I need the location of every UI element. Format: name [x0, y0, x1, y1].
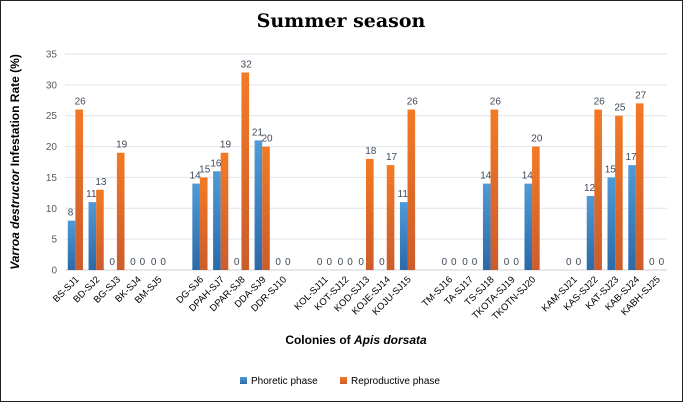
data-label: 0	[347, 257, 353, 268]
data-label: 0	[379, 257, 385, 268]
data-label: 19	[116, 140, 128, 151]
bar-reproductive	[366, 158, 374, 270]
bar-phoretic	[607, 177, 616, 270]
bar-reproductive	[116, 152, 125, 270]
data-label: 0	[451, 257, 457, 268]
data-label: 0	[234, 257, 240, 268]
data-label: 0	[441, 257, 447, 268]
data-label: 16	[210, 158, 222, 169]
chart-title: Summer season	[257, 10, 426, 32]
bar-phoretic	[586, 195, 595, 270]
data-label: 26	[407, 97, 419, 108]
bar-reproductive	[532, 146, 540, 270]
data-label: 0	[649, 257, 655, 268]
data-label: 0	[160, 257, 166, 268]
y-tick-label: 5	[51, 235, 57, 246]
data-label: 19	[220, 140, 232, 151]
data-label: 17	[386, 152, 398, 163]
bar-reproductive	[594, 109, 602, 271]
bar-phoretic	[254, 140, 263, 270]
bar-reproductive	[635, 103, 644, 270]
data-label: 15	[605, 164, 617, 175]
bar-reproductive	[241, 72, 250, 270]
y-tick-label: 20	[46, 142, 58, 153]
data-label: 25	[614, 103, 626, 114]
data-label: 11	[86, 189, 97, 200]
data-label: 11	[398, 189, 409, 200]
data-label: 14	[480, 171, 492, 182]
bar-reproductive	[96, 189, 104, 270]
data-label: 14	[522, 171, 534, 182]
data-label: 0	[275, 257, 281, 268]
bar-reproductive	[615, 115, 623, 270]
data-label: 21	[252, 127, 264, 138]
data-label: 0	[513, 257, 519, 268]
data-label: 20	[531, 134, 543, 145]
bar-phoretic	[482, 183, 491, 270]
legend-label-reproductive: Reproductive phase	[351, 376, 440, 387]
data-label: 0	[140, 257, 146, 268]
data-label: 0	[109, 257, 115, 268]
data-label: 12	[584, 183, 596, 194]
bar-phoretic	[399, 202, 408, 270]
data-label: 13	[95, 177, 107, 188]
y-tick-label: 15	[46, 173, 58, 184]
data-label: 0	[317, 257, 323, 268]
data-label: 0	[472, 257, 478, 268]
y-tick-label: 25	[46, 111, 58, 122]
legend-swatch-reproductive	[340, 377, 347, 384]
bar-reproductive	[220, 152, 229, 270]
data-label: 26	[75, 97, 87, 108]
legend-swatch-phoretic	[240, 377, 247, 384]
data-label: 32	[241, 60, 253, 71]
data-label: 0	[659, 257, 665, 268]
data-label: 18	[365, 146, 377, 157]
bar-phoretic	[67, 220, 76, 270]
data-label: 0	[327, 257, 333, 268]
legend-label-phoretic: Phoretic phase	[251, 376, 318, 387]
data-label: 0	[151, 257, 157, 268]
bar-phoretic	[628, 165, 636, 270]
data-label: 8	[68, 208, 74, 219]
data-label: 0	[504, 257, 510, 268]
data-label: 0	[338, 257, 344, 268]
data-label: 26	[594, 97, 606, 108]
bar-reproductive	[407, 109, 416, 271]
bar-reproductive	[490, 109, 499, 271]
legend: Phoretic phase Reproductive phase	[240, 376, 440, 387]
bar-reproductive	[386, 165, 395, 270]
bar-phoretic	[192, 183, 200, 270]
data-label: 0	[358, 257, 364, 268]
data-label: 0	[566, 257, 572, 268]
y-tick-label: 0	[51, 266, 57, 277]
bar-phoretic	[524, 183, 533, 270]
bar-phoretic	[213, 171, 221, 270]
data-label: 17	[625, 152, 637, 163]
data-label: 0	[576, 257, 582, 268]
bar-reproductive	[199, 177, 208, 270]
y-tick-label: 30	[46, 80, 58, 91]
y-axis-title: Varroa destructor Infestation Rate (%)	[8, 54, 22, 270]
y-tick-label: 10	[46, 204, 58, 215]
data-label: 14	[190, 171, 202, 182]
data-label: 20	[261, 134, 273, 145]
data-label: 0	[462, 257, 468, 268]
data-label: 26	[490, 97, 502, 108]
bar-reproductive	[262, 146, 270, 270]
x-axis-title: Colonies of Apis dorsata	[285, 333, 427, 347]
bar-reproductive	[75, 109, 83, 271]
bar-phoretic	[88, 202, 97, 270]
data-label: 0	[285, 257, 291, 268]
data-label: 0	[130, 257, 136, 268]
data-label: 27	[635, 90, 647, 101]
data-label: 15	[199, 164, 211, 175]
y-tick-label: 35	[46, 50, 58, 61]
